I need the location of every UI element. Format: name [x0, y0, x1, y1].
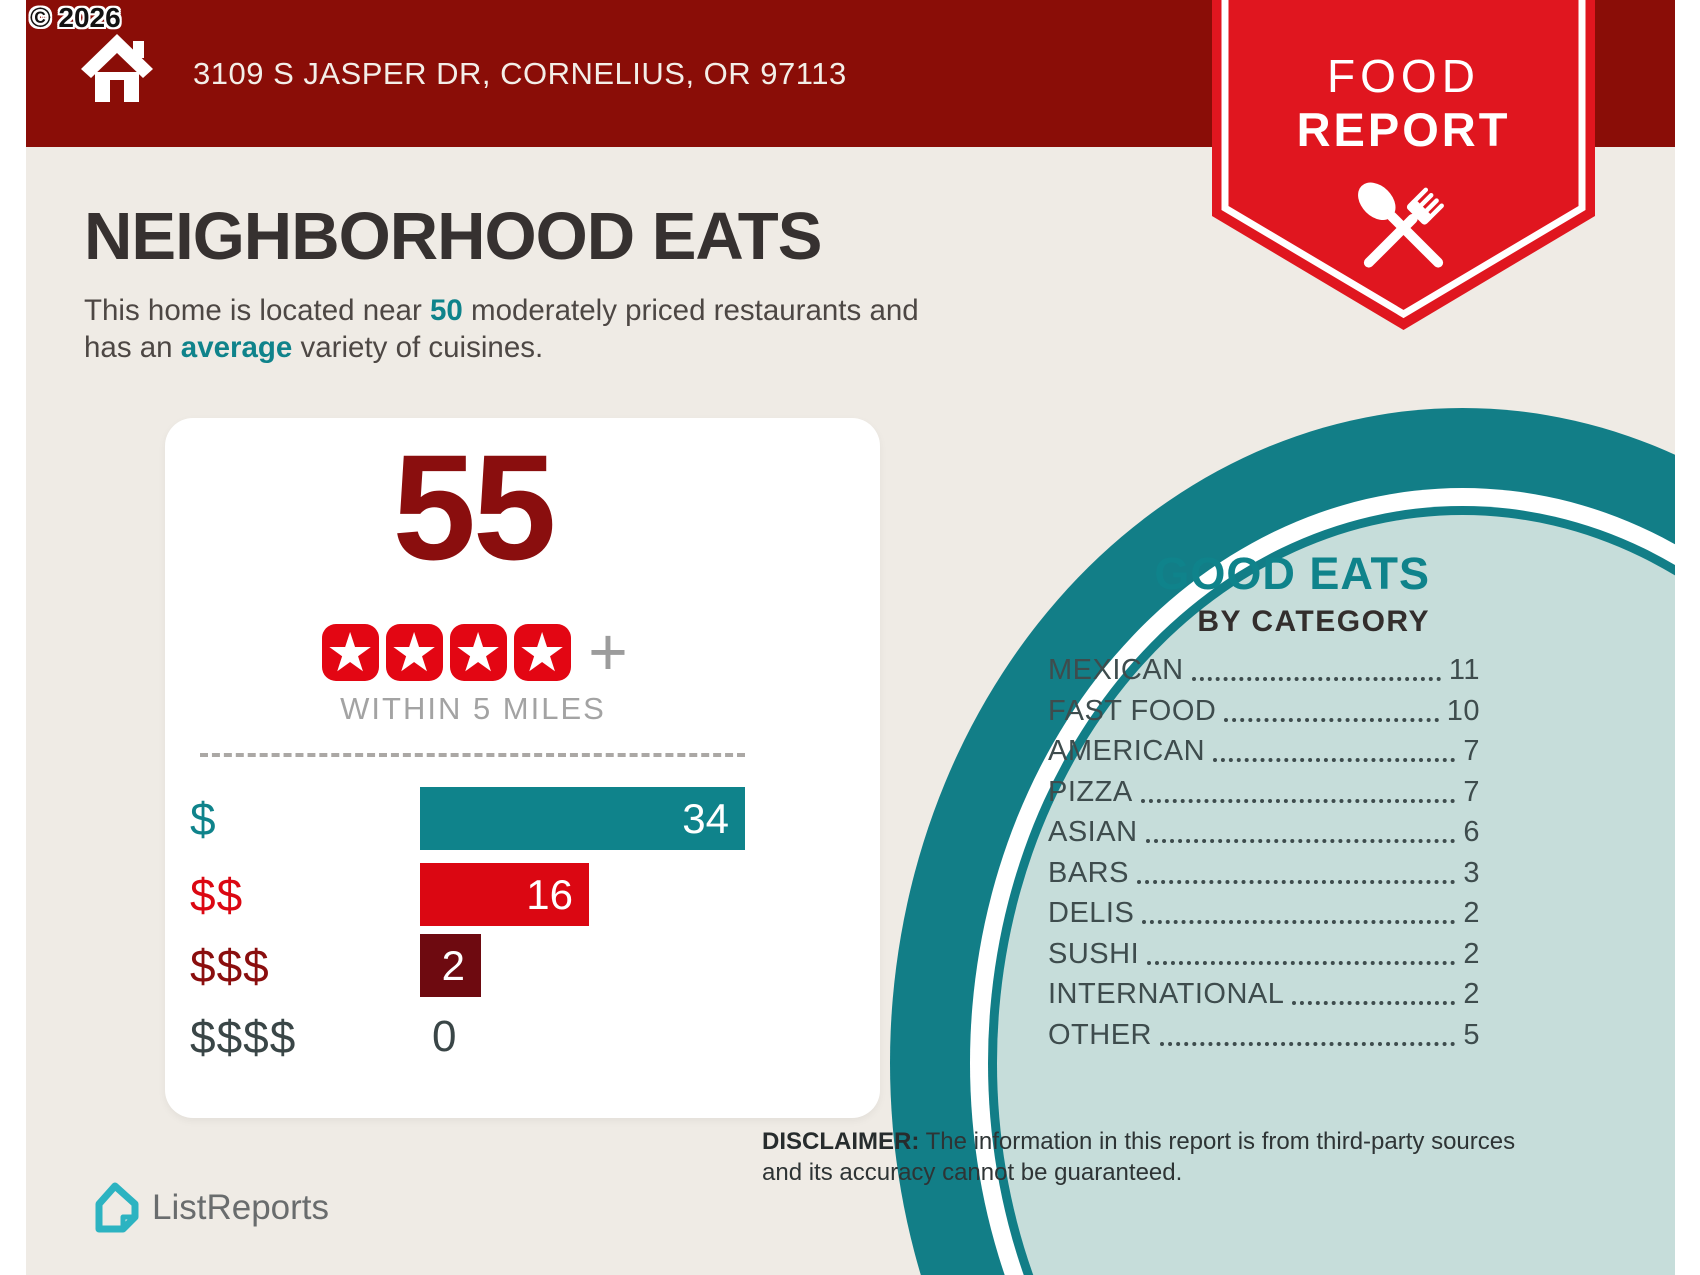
restaurant-count: 50	[429, 294, 463, 327]
category-label: ASIAN	[1048, 816, 1138, 848]
badge-line1: FOOD	[1327, 50, 1480, 102]
star-rating: ★ ★ ★ ★ +	[165, 614, 781, 690]
page-title: NEIGHBORHOOD EATS	[84, 199, 822, 274]
category-label: SUSHI	[1048, 937, 1140, 970]
bar-value: 34	[682, 794, 729, 842]
dotted-leader	[1140, 798, 1456, 803]
score-card: 55 ★ ★ ★ ★ + WITHIN 5 MILES $ 34 $$	[165, 418, 880, 1118]
list-item: OTHER 5	[1048, 1019, 1480, 1052]
list-item: BARS 3	[1048, 857, 1480, 890]
listreports-house-icon	[95, 1182, 139, 1233]
dotted-leader	[1160, 1041, 1456, 1046]
list-item: DELIS 2	[1048, 897, 1480, 930]
category-label: FAST FOOD	[1048, 694, 1217, 727]
page-subtitle: This home is located near 50 moderately …	[84, 292, 1114, 366]
category-count: 10	[1446, 694, 1480, 727]
list-item: INTERNATIONAL 2	[1048, 978, 1480, 1011]
price-bar-row: $ 34	[165, 787, 880, 850]
good-eats-subtitle: BY CATEGORY	[1197, 605, 1430, 638]
category-count: 11	[1448, 654, 1480, 686]
price-label: $$$$	[190, 1010, 297, 1063]
dotted-leader	[1292, 1001, 1456, 1005]
price-label: $$	[190, 868, 244, 921]
score-hero: 55 ★ ★ ★ ★ + WITHIN 5 MILES	[165, 432, 781, 727]
dotted-leader	[1145, 839, 1456, 843]
copyright-watermark: © 2026	[30, 2, 121, 33]
radius-label: WITHIN 5 MILES	[340, 691, 606, 726]
brand-name: ListReports	[152, 1188, 330, 1227]
content-area: 3109 S JASPER DR, CORNELIUS, OR 97113 © …	[26, 0, 1675, 1275]
variety-highlight: average	[180, 331, 293, 364]
category-label: PIZZA	[1048, 775, 1133, 808]
category-count: 5	[1463, 1018, 1480, 1051]
bar-value: 2	[441, 941, 465, 989]
star-icon: ★	[513, 624, 571, 681]
plus-icon: +	[588, 614, 628, 690]
food-report-badge: FOOD REPORT	[1212, 0, 1595, 330]
category-label: MEXICAN	[1048, 654, 1184, 686]
dotted-leader	[1136, 879, 1456, 884]
good-eats-header: GOOD EATS BY CATEGORY	[930, 548, 1430, 639]
price-bar: 34	[420, 787, 745, 850]
category-label: DELIS	[1048, 897, 1135, 929]
category-label: BARS	[1048, 856, 1129, 889]
category-label: OTHER	[1048, 1018, 1152, 1051]
restaurant-score: 55	[392, 423, 557, 591]
price-bar-row: $$$$ 0	[165, 1005, 880, 1068]
category-count: 2	[1463, 978, 1480, 1010]
dotted-leader	[1142, 920, 1456, 924]
category-count: 7	[1463, 775, 1480, 808]
category-count: 3	[1463, 856, 1480, 889]
price-label: $$$	[190, 939, 270, 992]
subtitle-pre: This home is located near	[84, 294, 430, 327]
category-count: 2	[1463, 897, 1480, 929]
subtitle-line2-pre: has an	[84, 331, 181, 364]
price-bar-row: $$$ 2	[165, 934, 880, 997]
price-bar: 2	[420, 934, 481, 997]
star-icon: ★	[385, 624, 443, 681]
category-label: AMERICAN	[1048, 735, 1206, 767]
home-icon	[81, 34, 153, 102]
dashed-divider	[200, 753, 745, 757]
price-label: $	[190, 792, 217, 845]
list-item: PIZZA 7	[1048, 776, 1480, 809]
disclaimer: DISCLAIMER: The information in this repo…	[762, 1126, 1517, 1188]
category-count: 2	[1463, 937, 1480, 970]
category-count: 7	[1463, 735, 1480, 767]
list-item: ASIAN 6	[1048, 816, 1480, 849]
list-item: MEXICAN 11	[1048, 654, 1480, 687]
good-eats-title: GOOD EATS	[1154, 548, 1430, 599]
price-bar-row: $$ 16	[165, 863, 880, 926]
crossed-utensils-icon	[1358, 182, 1444, 268]
badge-line2: REPORT	[1297, 103, 1511, 156]
star-icon: ★	[321, 624, 379, 681]
bar-value: 16	[526, 870, 573, 918]
price-bar: 16	[420, 863, 589, 926]
disclaimer-text: The information in this report is from t…	[762, 1128, 1516, 1186]
category-list: MEXICAN 11 FAST FOOD 10 AMERICAN 7 PIZZA 7 A…	[1048, 654, 1480, 1063]
dotted-leader	[1213, 758, 1456, 762]
list-item: SUSHI 2	[1048, 938, 1480, 971]
subtitle-post: variety of cuisines.	[292, 331, 544, 364]
category-count: 6	[1463, 816, 1480, 848]
star-icon: ★	[449, 624, 507, 681]
property-address: 3109 S JASPER DR, CORNELIUS, OR 97113	[193, 55, 847, 91]
list-item: AMERICAN 7	[1048, 735, 1480, 768]
dotted-leader	[1191, 677, 1441, 681]
dotted-leader	[1147, 960, 1456, 965]
subtitle-mid: moderately priced restaurants and	[462, 294, 919, 327]
category-label: INTERNATIONAL	[1048, 978, 1285, 1010]
disclaimer-label: DISCLAIMER:	[762, 1128, 920, 1155]
listreports-logo: ListReports	[90, 1182, 329, 1234]
list-item: FAST FOOD 10	[1048, 695, 1480, 728]
dotted-leader	[1224, 717, 1439, 722]
bar-value: 0	[432, 1011, 457, 1061]
